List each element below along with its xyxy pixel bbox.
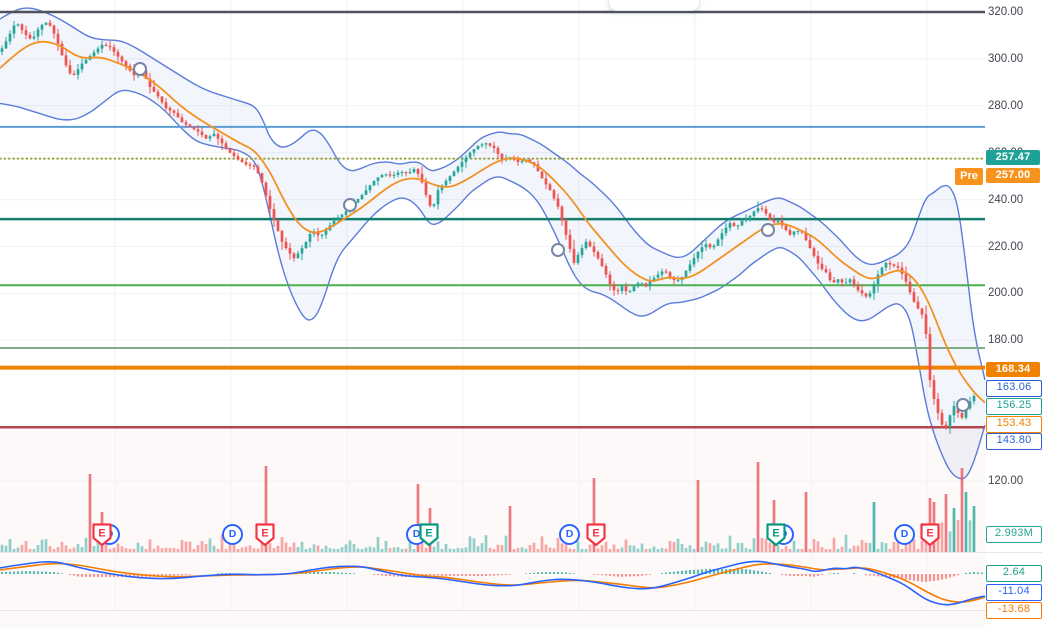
dividend-marker[interactable]: D	[894, 523, 916, 549]
earnings-shield-icon: E	[586, 523, 606, 547]
earnings-shield-icon: E	[419, 523, 439, 547]
pane-separator-macd-bottom[interactable]	[0, 610, 1042, 611]
floating-toolbar[interactable]	[608, 0, 700, 11]
svg-text:E: E	[592, 528, 599, 540]
circle-marker[interactable]	[956, 398, 970, 412]
price-circle-markers	[133, 62, 970, 412]
circle-marker[interactable]	[343, 198, 357, 212]
svg-text:E: E	[926, 528, 933, 540]
earnings-marker[interactable]: E	[254, 523, 276, 549]
svg-text:E: E	[98, 528, 105, 540]
earnings-marker[interactable]: E	[765, 523, 787, 549]
macd-histogram	[0, 568, 984, 582]
moving-average-line	[0, 40, 986, 404]
background-tint	[0, 428, 985, 628]
earnings-marker[interactable]: E	[585, 523, 607, 549]
candlesticks	[0, 19, 976, 434]
earnings-shield-icon: E	[92, 523, 112, 547]
circle-marker[interactable]	[761, 223, 775, 237]
earnings-shield-icon: E	[920, 523, 940, 547]
earnings-marker[interactable]: E	[91, 523, 113, 549]
svg-text:E: E	[425, 528, 432, 540]
dividend-letter: D	[559, 524, 580, 545]
earnings-marker[interactable]: E	[418, 523, 440, 549]
earnings-shield-icon: E	[766, 523, 786, 547]
dividend-marker[interactable]: D	[559, 523, 581, 549]
svg-text:E: E	[772, 528, 779, 540]
circle-marker[interactable]	[133, 62, 147, 76]
horizontal-level-lines	[0, 10, 986, 429]
circle-marker[interactable]	[551, 243, 565, 257]
svg-text:E: E	[261, 528, 268, 540]
gridlines	[0, 0, 985, 610]
dividend-marker[interactable]: D	[222, 523, 244, 549]
bollinger-bands	[0, 7, 986, 480]
dividend-letter: D	[222, 524, 243, 545]
pane-separator-volume-macd[interactable]	[0, 552, 1042, 553]
macd-lines	[0, 560, 986, 606]
dividend-letter: D	[894, 524, 915, 545]
earnings-marker[interactable]: E	[919, 523, 941, 549]
earnings-shield-icon: E	[255, 523, 275, 547]
